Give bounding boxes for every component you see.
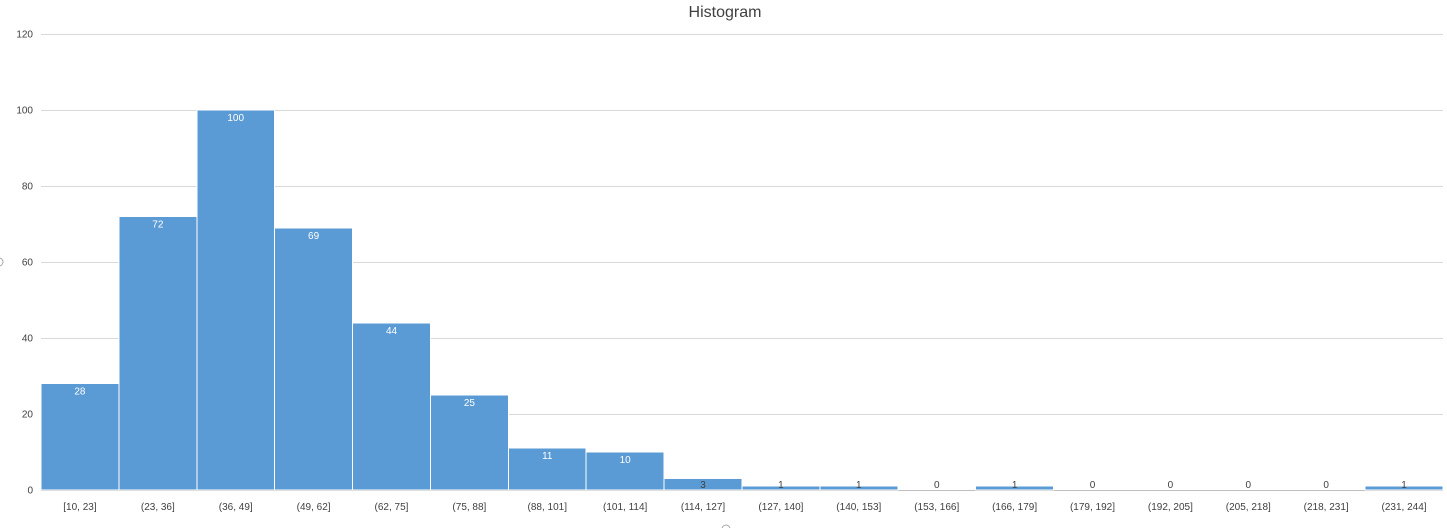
histogram-bar[interactable] bbox=[585, 451, 665, 491]
chart-title: Histogram bbox=[689, 4, 762, 21]
data-label: 3 bbox=[700, 480, 706, 491]
x-tick-label: (231, 244] bbox=[1382, 502, 1427, 513]
x-tick-label: (36, 49] bbox=[219, 502, 253, 513]
data-label: 72 bbox=[152, 219, 164, 230]
x-tick-label: (166, 179] bbox=[992, 502, 1037, 513]
x-tick-label: (192, 205] bbox=[1148, 502, 1193, 513]
data-label: 69 bbox=[308, 231, 320, 242]
y-axis-tick-labels: 0 20 40 60 80 100 120 bbox=[16, 30, 33, 497]
x-tick-label: (127, 140] bbox=[758, 502, 803, 513]
histogram-bar[interactable] bbox=[975, 485, 1055, 491]
data-label: 0 bbox=[1168, 480, 1174, 491]
data-label: 0 bbox=[934, 480, 940, 491]
x-tick-label: (205, 218] bbox=[1226, 502, 1271, 513]
data-label: 11 bbox=[542, 451, 553, 462]
resize-handle-left[interactable] bbox=[0, 257, 4, 267]
y-tick-label: 60 bbox=[22, 258, 34, 269]
y-tick-label: 80 bbox=[22, 182, 34, 193]
x-tick-label: (62, 75] bbox=[375, 502, 409, 513]
x-tick-label: (218, 231] bbox=[1304, 502, 1349, 513]
data-label: 10 bbox=[620, 455, 632, 466]
data-label: 1 bbox=[1012, 480, 1018, 491]
y-tick-label: 40 bbox=[22, 334, 34, 345]
histogram-bar[interactable] bbox=[196, 109, 276, 491]
data-label: 0 bbox=[1245, 480, 1251, 491]
histogram-bar[interactable] bbox=[352, 322, 431, 491]
data-label: 28 bbox=[74, 387, 86, 398]
data-label: 1 bbox=[856, 480, 862, 491]
histogram-bar[interactable] bbox=[118, 215, 198, 491]
histogram-bar[interactable] bbox=[274, 227, 354, 491]
resize-handle-bottom[interactable] bbox=[721, 524, 731, 528]
x-tick-label: (153, 166] bbox=[914, 502, 959, 513]
y-tick-label: 100 bbox=[16, 106, 33, 117]
x-tick-label: (88, 101] bbox=[528, 502, 568, 513]
y-tick-label: 0 bbox=[27, 486, 33, 497]
data-label: 1 bbox=[1401, 480, 1407, 491]
x-tick-label: (101, 114] bbox=[603, 502, 648, 513]
data-label: 0 bbox=[1323, 480, 1329, 491]
x-tick-label: (49, 62] bbox=[297, 502, 331, 513]
bars bbox=[40, 109, 1444, 491]
data-label: 1 bbox=[778, 480, 784, 491]
data-label: 44 bbox=[386, 326, 398, 337]
histogram-bar[interactable] bbox=[507, 447, 587, 491]
data-label: 100 bbox=[227, 113, 244, 124]
histogram-bar[interactable] bbox=[1364, 485, 1444, 491]
y-tick-label: 20 bbox=[22, 410, 34, 421]
x-tick-label: (179, 192] bbox=[1070, 502, 1115, 513]
data-label: 0 bbox=[1090, 480, 1096, 491]
histogram-bar[interactable] bbox=[663, 478, 743, 491]
histogram-bar[interactable] bbox=[429, 394, 509, 491]
histogram-bar[interactable] bbox=[819, 485, 899, 491]
x-tick-label: (23, 36] bbox=[141, 502, 175, 513]
x-tick-label: (140, 153] bbox=[836, 502, 881, 513]
data-label: 25 bbox=[464, 398, 476, 409]
y-tick-label: 120 bbox=[16, 30, 33, 41]
x-tick-label: [10, 23] bbox=[63, 502, 97, 513]
x-tick-label: (114, 127] bbox=[681, 502, 726, 513]
x-tick-label: (75, 88] bbox=[452, 502, 486, 513]
x-axis-tick-labels: [10, 23] (23, 36] (36, 49] (49, 62] (62, 75]… bbox=[63, 502, 1427, 513]
histogram-bar[interactable] bbox=[40, 383, 120, 491]
